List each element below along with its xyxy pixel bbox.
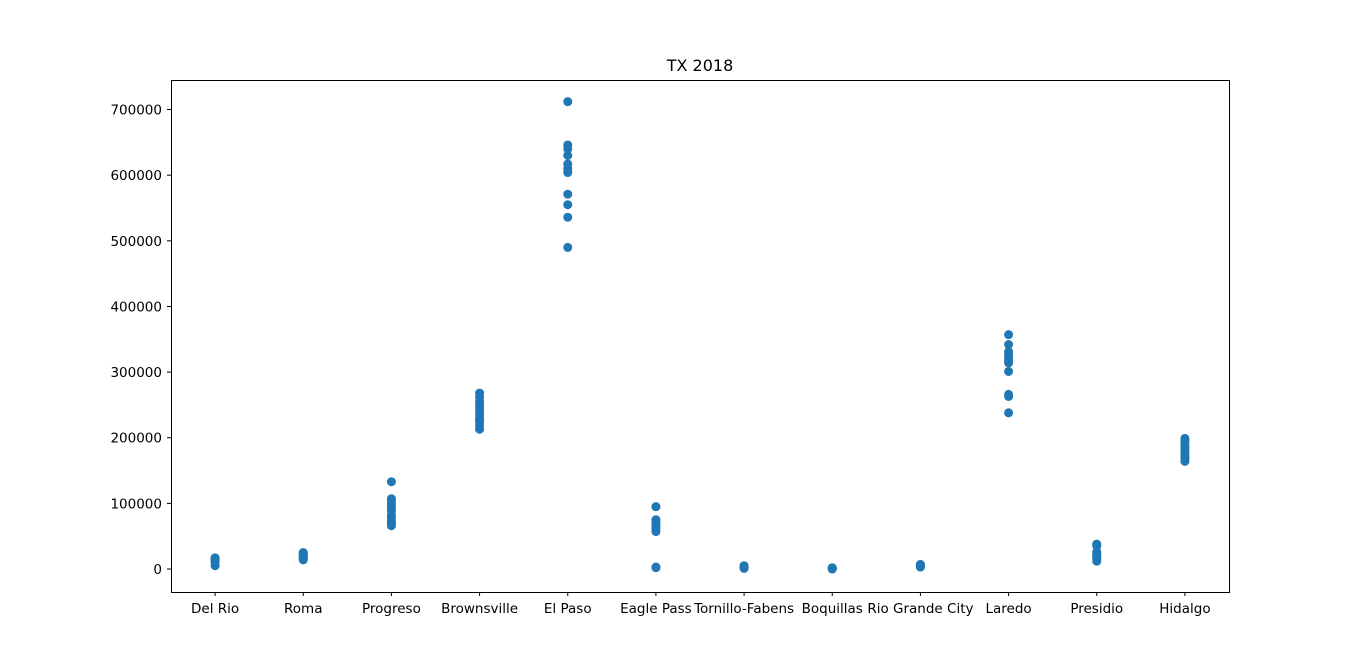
x-tick-label-boquillas: Boquillas — [802, 601, 863, 617]
data-point-brownsville-9 — [475, 424, 485, 434]
data-point-eagle-pass-0 — [651, 502, 661, 512]
y-tick-label-400000: 400000 — [110, 299, 162, 315]
data-point-el-paso-3 — [563, 150, 573, 160]
data-point-boquillas-6 — [827, 563, 837, 573]
data-point-progreso-9 — [386, 521, 396, 531]
data-point-laredo-6 — [1004, 358, 1014, 368]
data-point-laredo-9 — [1004, 391, 1014, 401]
data-point-eagle-pass-8 — [651, 562, 661, 572]
x-tick-label-el-paso: El Paso — [544, 601, 592, 617]
data-point-progreso-11 — [386, 506, 396, 516]
data-point-hidalgo-9 — [1180, 435, 1190, 445]
y-tick-label-0: 0 — [153, 562, 162, 578]
x-tick-label-laredo: Laredo — [985, 601, 1031, 617]
chart-title: TX 2018 — [666, 56, 734, 75]
x-tick-label-hidalgo: Hidalgo — [1159, 601, 1210, 617]
x-tick-label-roma: Roma — [284, 601, 322, 617]
data-point-el-paso-0 — [563, 97, 573, 107]
data-point-laredo-0 — [1004, 330, 1014, 340]
y-axis: 0 100000 200000 300000 400000 500000 600000 700… — [110, 103, 171, 578]
x-tick-label-presidio: Presidio — [1070, 601, 1123, 617]
data-point-el-paso-9 — [563, 212, 573, 222]
data-point-el-paso-6 — [563, 168, 573, 178]
data-point-eagle-pass-6 — [651, 527, 661, 537]
y-tick-label-700000: 700000 — [110, 103, 162, 119]
data-point-laredo-10 — [1004, 408, 1014, 418]
plot-frame — [171, 80, 1230, 593]
data-point-hidalgo-11 — [1180, 452, 1190, 462]
data-point-laredo-1 — [1004, 340, 1014, 350]
x-tick-label-del-rio: Del Rio — [191, 601, 239, 617]
x-tick-label-progreso: Progreso — [362, 601, 421, 617]
data-point-brownsville-11 — [475, 414, 485, 424]
y-tick-label-100000: 100000 — [110, 496, 162, 512]
data-point-brownsville-10 — [475, 396, 485, 406]
data-point-laredo-7 — [1004, 366, 1014, 376]
x-tick-label-brownsville: Brownsville — [441, 601, 518, 617]
x-tick-label-tornillo-fabens: Tornillo-Fabens — [693, 601, 794, 617]
data-point-el-paso-7 — [563, 189, 573, 199]
data-point-el-paso-10 — [563, 242, 573, 252]
data-point-progreso-10 — [386, 499, 396, 509]
y-tick-label-600000: 600000 — [110, 168, 162, 184]
data-point-del-rio-11 — [210, 555, 220, 565]
data-point-hidalgo-10 — [1180, 442, 1190, 452]
data-point-roma-11 — [298, 554, 308, 564]
data-point-tornillo-fabens-9 — [739, 562, 749, 572]
x-axis: Del Rio Roma Progreso Brownsville El Paso Eag… — [191, 592, 1211, 617]
data-point-el-paso-2 — [563, 144, 573, 154]
x-tick-label-eagle-pass: Eagle Pass — [620, 601, 692, 617]
points-layer — [210, 97, 1190, 574]
data-point-rio-grande-city-9 — [915, 561, 925, 571]
data-point-el-paso-8 — [563, 200, 573, 210]
x-tick-label-rio-grande-city: Rio Grande City — [867, 601, 973, 617]
data-point-progreso-0 — [386, 477, 396, 487]
data-point-presidio-9 — [1092, 552, 1102, 562]
y-tick-label-300000: 300000 — [110, 365, 162, 381]
y-tick-label-200000: 200000 — [110, 431, 162, 447]
y-tick-label-500000: 500000 — [110, 234, 162, 250]
